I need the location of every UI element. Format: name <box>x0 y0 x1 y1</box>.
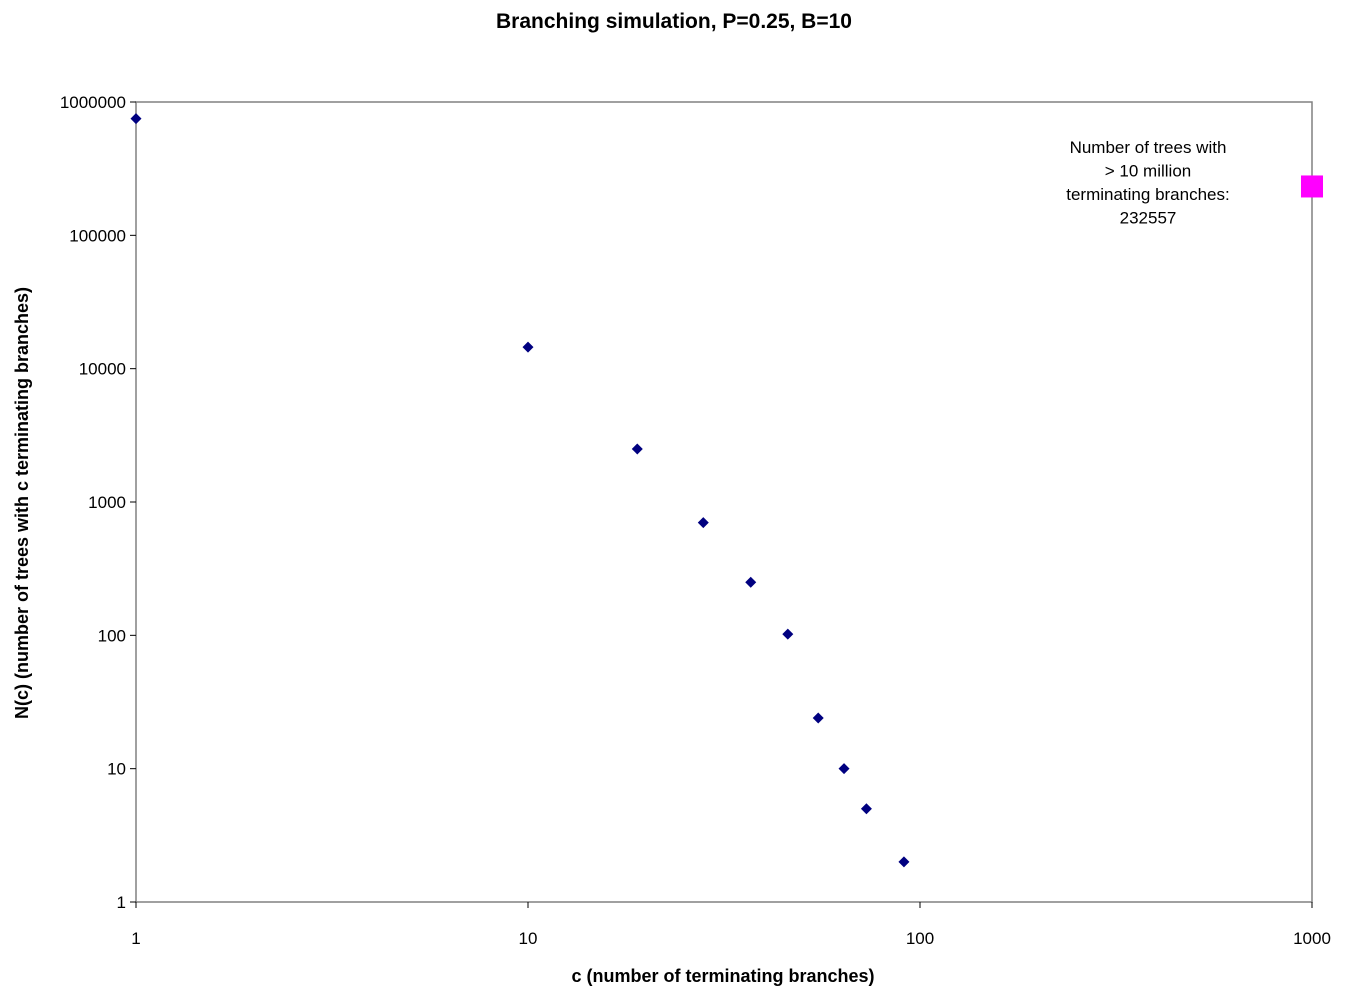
x-tick-label: 100 <box>906 929 934 948</box>
data-points <box>130 113 1323 868</box>
data-point <box>130 113 142 125</box>
y-tick-label: 10000 <box>79 360 126 379</box>
y-axis-ticks: 1 10 100 1000 10000 100000 1000000 <box>60 93 136 912</box>
data-point <box>838 763 850 775</box>
y-tick-label: 10 <box>107 760 126 779</box>
x-axis-ticks: 1 10 100 1000 <box>131 902 1331 948</box>
y-axis-title: N(c) (number of trees with c terminating… <box>12 287 32 719</box>
data-point <box>697 517 709 529</box>
plot-area <box>135 101 1313 903</box>
annotation-line: > 10 million <box>1105 162 1191 181</box>
y-tick-label: 100 <box>98 626 126 645</box>
y-tick-label: 1 <box>117 893 126 912</box>
annotation-text: Number of trees with > 10 million terminat… <box>1066 138 1229 228</box>
annotation-line: 232557 <box>1120 209 1177 228</box>
data-point <box>860 803 872 815</box>
y-tick-label: 1000000 <box>60 93 126 112</box>
data-point-square <box>1301 175 1323 198</box>
x-tick-label: 1000 <box>1293 929 1331 948</box>
data-point <box>782 628 794 640</box>
y-tick-label: 1000 <box>88 493 126 512</box>
chart-title: Branching simulation, P=0.25, B=10 <box>496 10 852 33</box>
x-axis-title: c (number of terminating branches) <box>571 966 874 986</box>
annotation-line: terminating branches: <box>1066 185 1229 204</box>
x-tick-label: 10 <box>519 929 538 948</box>
y-tick-label: 100000 <box>69 226 126 245</box>
x-tick-label: 1 <box>131 929 140 948</box>
data-point <box>745 576 757 588</box>
data-point <box>898 856 910 868</box>
data-point <box>522 341 534 353</box>
data-point <box>812 712 824 724</box>
data-point <box>631 443 643 455</box>
annotation-line: Number of trees with <box>1070 138 1227 157</box>
